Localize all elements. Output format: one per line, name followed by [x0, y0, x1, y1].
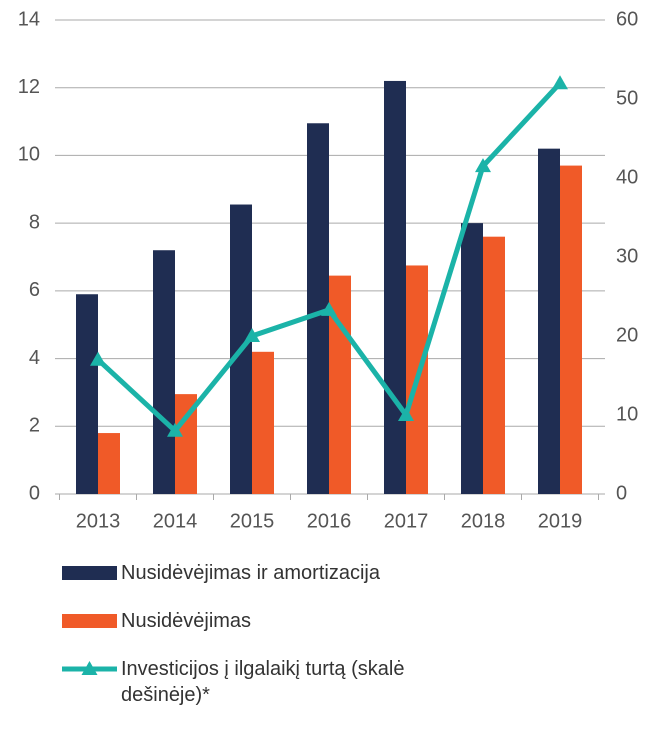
line-marker: [321, 301, 337, 316]
y-tick-label: 10: [18, 144, 40, 166]
line-marker: [552, 75, 568, 90]
y-tick-label: 4: [29, 347, 40, 369]
legend: Nusidėvėjimas ir amortizacija Nusidėvėjim…: [62, 560, 482, 730]
y-tick-label: 2: [29, 415, 40, 437]
legend-label: Nusidėvėjimas: [121, 610, 252, 632]
x-tick-label: 2017: [384, 510, 429, 532]
line-marker: [167, 422, 183, 437]
chart: 0 2 4 6 8 10 12 14 0 10 20 30 40 50 60 2013 2014 2015 2016…: [18, 8, 639, 532]
line-marker: [90, 351, 106, 366]
bar: [461, 223, 483, 494]
y2-tick-label: 30: [616, 245, 638, 267]
x-tick-label: 2014: [153, 510, 198, 532]
y2-tick-label: 10: [616, 403, 638, 425]
y-tick-label: 12: [18, 76, 40, 98]
bar: [76, 294, 98, 494]
x-tick-label: 2016: [307, 510, 352, 532]
bar: [98, 433, 120, 494]
y2-tick-label: 0: [616, 482, 627, 504]
bar: [483, 236, 505, 494]
line-marker: [398, 407, 414, 421]
x-tick-label: 2019: [538, 510, 583, 532]
legend-label: Investicijos į ilgalaikį turtą (skalė de…: [121, 658, 405, 706]
bar: [384, 80, 406, 494]
bar: [175, 394, 197, 494]
legend-rect: [62, 614, 117, 628]
bar: [153, 250, 175, 494]
legend-marker: [81, 661, 98, 675]
legend-swatch: [62, 661, 117, 675]
y2-tick-label: 50: [616, 87, 638, 109]
y-tick-label: 14: [18, 8, 40, 30]
y2-tick-label: 40: [616, 166, 638, 188]
x-tick-label: 2015: [230, 510, 275, 532]
y-tick-label: 8: [29, 211, 40, 233]
legend-item: Nusidėvėjimas: [62, 608, 482, 634]
legend-label: Nusidėvėjimas ir amortizacija: [121, 562, 380, 584]
legend-item: Nusidėvėjimas ir amortizacija: [62, 560, 482, 586]
y2-tick-label: 60: [616, 8, 638, 30]
legend-swatch: [62, 614, 117, 628]
y-tick-label: 6: [29, 279, 40, 301]
line-marker: [244, 328, 260, 342]
y2-tick-label: 20: [616, 324, 638, 346]
bar: [538, 148, 560, 494]
line-marker: [475, 158, 491, 173]
legend-swatch: [62, 566, 117, 580]
y-tick-label: 0: [29, 482, 40, 504]
legend-item: Investicijos į ilgalaikį turtą (skalė de…: [62, 656, 482, 708]
bar: [560, 165, 582, 495]
bar: [307, 123, 329, 494]
legend-rect: [62, 566, 117, 580]
x-tick-label: 2013: [76, 510, 121, 532]
x-tick-label: 2018: [461, 510, 506, 532]
bar: [252, 351, 274, 494]
